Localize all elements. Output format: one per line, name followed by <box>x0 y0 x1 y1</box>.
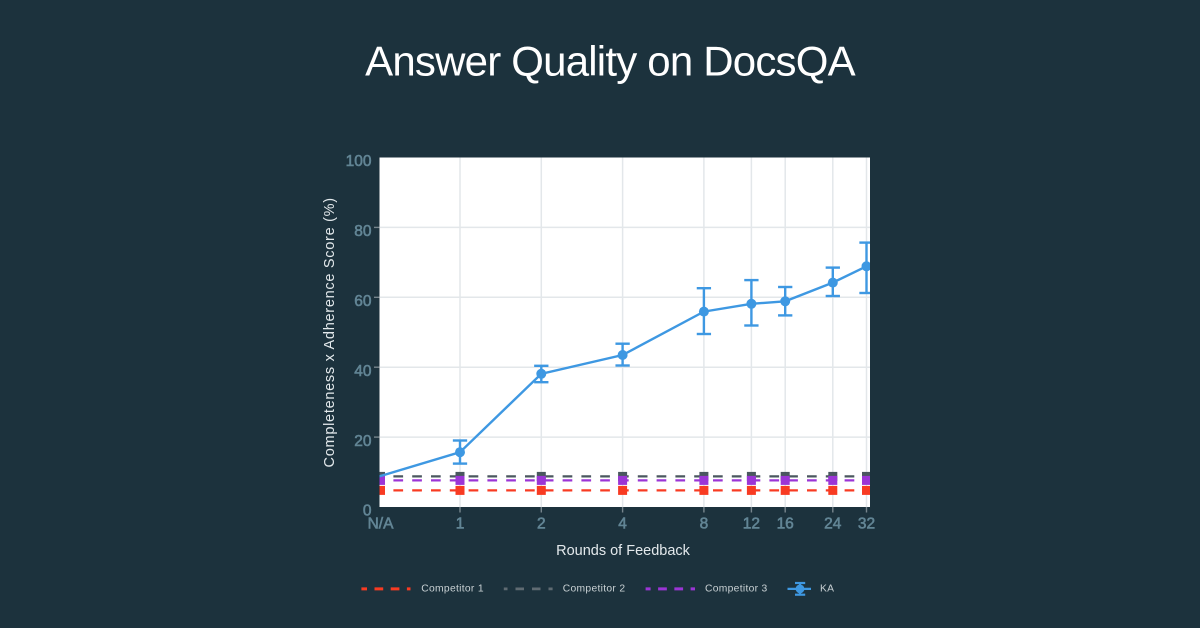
svg-text:16: 16 <box>777 515 794 532</box>
svg-text:Rounds of Feedback: Rounds of Feedback <box>556 543 691 559</box>
svg-text:32: 32 <box>858 515 875 532</box>
svg-text:N/A: N/A <box>368 515 395 532</box>
svg-text:1: 1 <box>456 515 465 532</box>
svg-text:Completeness x Adherence Score: Completeness x Adherence Score (%) <box>322 197 338 467</box>
svg-text:8: 8 <box>700 515 709 532</box>
svg-text:12: 12 <box>743 515 760 532</box>
svg-text:Answer Quality on DocsQA: Answer Quality on DocsQA <box>365 38 855 85</box>
svg-text:KA: KA <box>820 584 834 595</box>
svg-text:2: 2 <box>537 515 546 532</box>
svg-text:80: 80 <box>354 223 372 240</box>
svg-text:60: 60 <box>354 293 372 310</box>
svg-text:Competitor 2: Competitor 2 <box>563 584 626 595</box>
svg-text:100: 100 <box>346 153 372 170</box>
svg-text:24: 24 <box>824 515 842 532</box>
svg-text:0: 0 <box>363 503 372 520</box>
svg-text:40: 40 <box>354 363 372 380</box>
svg-text:20: 20 <box>354 433 372 450</box>
svg-text:Competitor 3: Competitor 3 <box>705 584 768 595</box>
svg-text:Competitor 1: Competitor 1 <box>421 584 484 595</box>
svg-text:4: 4 <box>618 515 627 532</box>
